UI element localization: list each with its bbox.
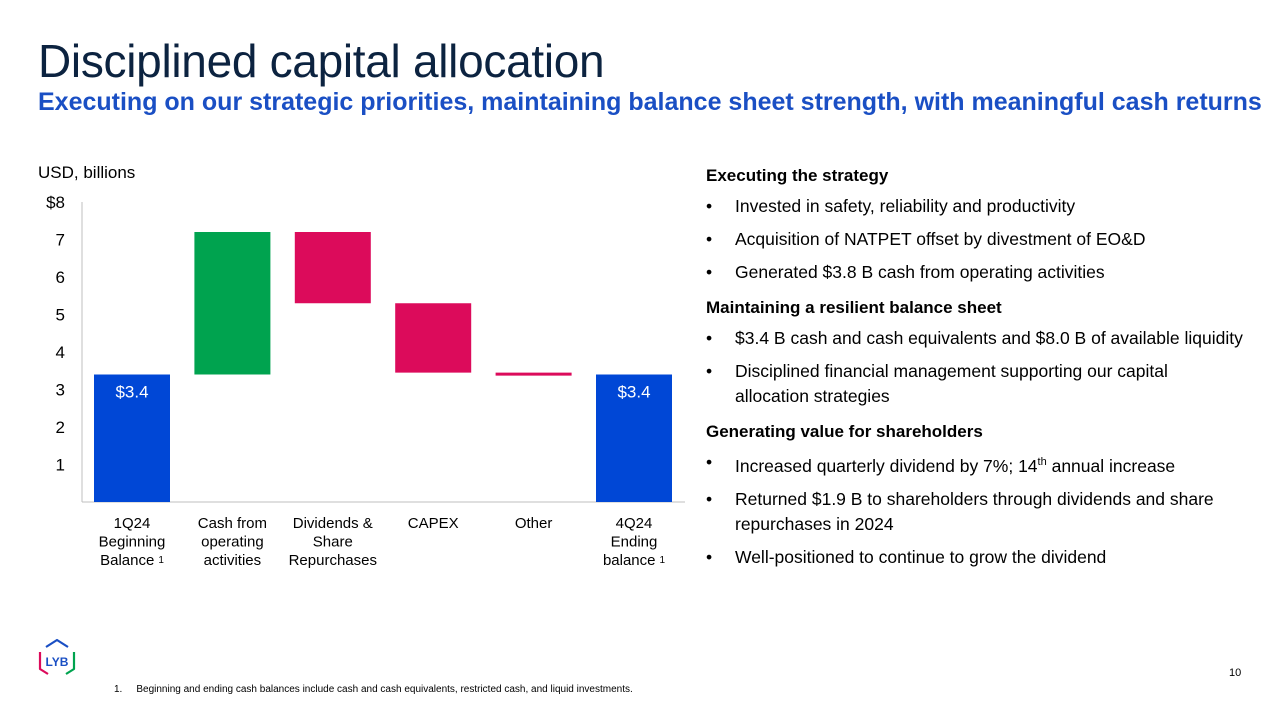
page-number: 10 [1229, 667, 1242, 679]
category-label: Share [313, 534, 353, 551]
bullet-list: • Increased quarterly dividend by 7%; 14t… [706, 450, 1246, 570]
y-tick-label: 4 [56, 343, 65, 362]
waterfall-bar [194, 232, 271, 375]
bullet-list: • Invested in safety, reliability and pro… [706, 194, 1246, 285]
waterfall-bar [294, 232, 371, 304]
bullet-dot: • [706, 229, 713, 249]
bullet-item: • $3.4 B cash and cash equivalents and $8… [706, 326, 1246, 351]
y-tick-label: $8 [46, 193, 65, 212]
footnote-text: Beginning and ending cash balances inclu… [136, 684, 633, 695]
category-label: Dividends & [293, 515, 373, 532]
bullet-dot: • [706, 546, 713, 567]
y-tick-label: 6 [56, 268, 65, 287]
highlights-panel: Executing the strategy • Invested in safet… [706, 165, 1246, 582]
bullet-item: • Acquisition of NATPET offset by divestm… [706, 227, 1246, 252]
bullet-dot: • [706, 262, 713, 282]
chart-unit-label: USD, billions [38, 163, 135, 182]
category-label: Beginning [99, 534, 166, 551]
waterfall-bar [596, 374, 672, 502]
waterfall-bar [94, 374, 170, 502]
footnote: 1. Beginning and ending cash balances inc… [114, 684, 633, 695]
bullet-item: • Returned $1.9 B to shareholders through… [706, 488, 1214, 534]
page-title: Disciplined capital allocation [38, 35, 605, 87]
category-label: CAPEX [408, 515, 459, 532]
bullet-dot: • [706, 196, 713, 216]
y-tick-label: 7 [56, 231, 65, 250]
y-tick-label: 2 [56, 418, 65, 437]
page-subtitle: Executing on our strategic priorities, m… [38, 88, 1262, 116]
cash-waterfall-chart: USD, billions 1 2 3 4 5 6 7 $8 $3.4 $3.4 1Q24 Beg… [38, 163, 685, 569]
y-tick-label: 3 [56, 381, 65, 400]
bullet-list: • $3.4 B cash and cash equivalents and $8… [706, 326, 1246, 409]
category-label: operating [201, 534, 264, 551]
bullet-dot: • [706, 328, 713, 348]
section-heading: Executing the strategy [706, 166, 889, 185]
svg-text:LYB: LYB [46, 655, 69, 669]
category-label: Cash from [198, 515, 267, 532]
bullet-item: • Disciplined financial management suppor… [706, 361, 1168, 406]
footnote-number: 1. [114, 684, 123, 695]
lyb-logo: LYB [38, 638, 76, 675]
bar-value-label: $3.4 [617, 383, 650, 402]
category-label: Other [515, 515, 553, 532]
bullet-item: • Increased quarterly dividend by 7%; 14t… [706, 452, 1176, 476]
category-label: Balance 1 [100, 552, 164, 569]
category-label: 4Q24 [616, 515, 653, 532]
category-label: 1Q24 [114, 515, 151, 532]
category-label: activities [204, 552, 262, 569]
section-heading: Maintaining a resilient balance sheet [706, 298, 1002, 317]
bullet-dot: • [706, 488, 713, 509]
y-tick-label: 5 [56, 306, 65, 325]
category-label: Ending [611, 534, 658, 551]
category-label: Repurchases [289, 552, 377, 569]
y-axis-ticks: 1 2 3 4 5 6 7 $8 [46, 193, 65, 475]
bullet-dot: • [706, 452, 713, 472]
y-tick-label: 1 [56, 456, 65, 475]
waterfall-bar [395, 303, 472, 373]
category-label: balance 1 [603, 552, 666, 569]
waterfall-bar [495, 372, 572, 376]
waterfall-bars: $3.4 $3.4 [94, 232, 672, 502]
bar-value-label: $3.4 [115, 383, 148, 402]
bullet-item: • Invested in safety, reliability and pro… [706, 194, 1246, 219]
section-heading: Generating value for shareholders [706, 422, 983, 441]
bullet-item: • Well-positioned to continue to grow the… [706, 545, 1246, 570]
bullet-item: • Generated $3.8 B cash from operating ac… [706, 260, 1246, 285]
bullet-dot: • [706, 361, 713, 381]
